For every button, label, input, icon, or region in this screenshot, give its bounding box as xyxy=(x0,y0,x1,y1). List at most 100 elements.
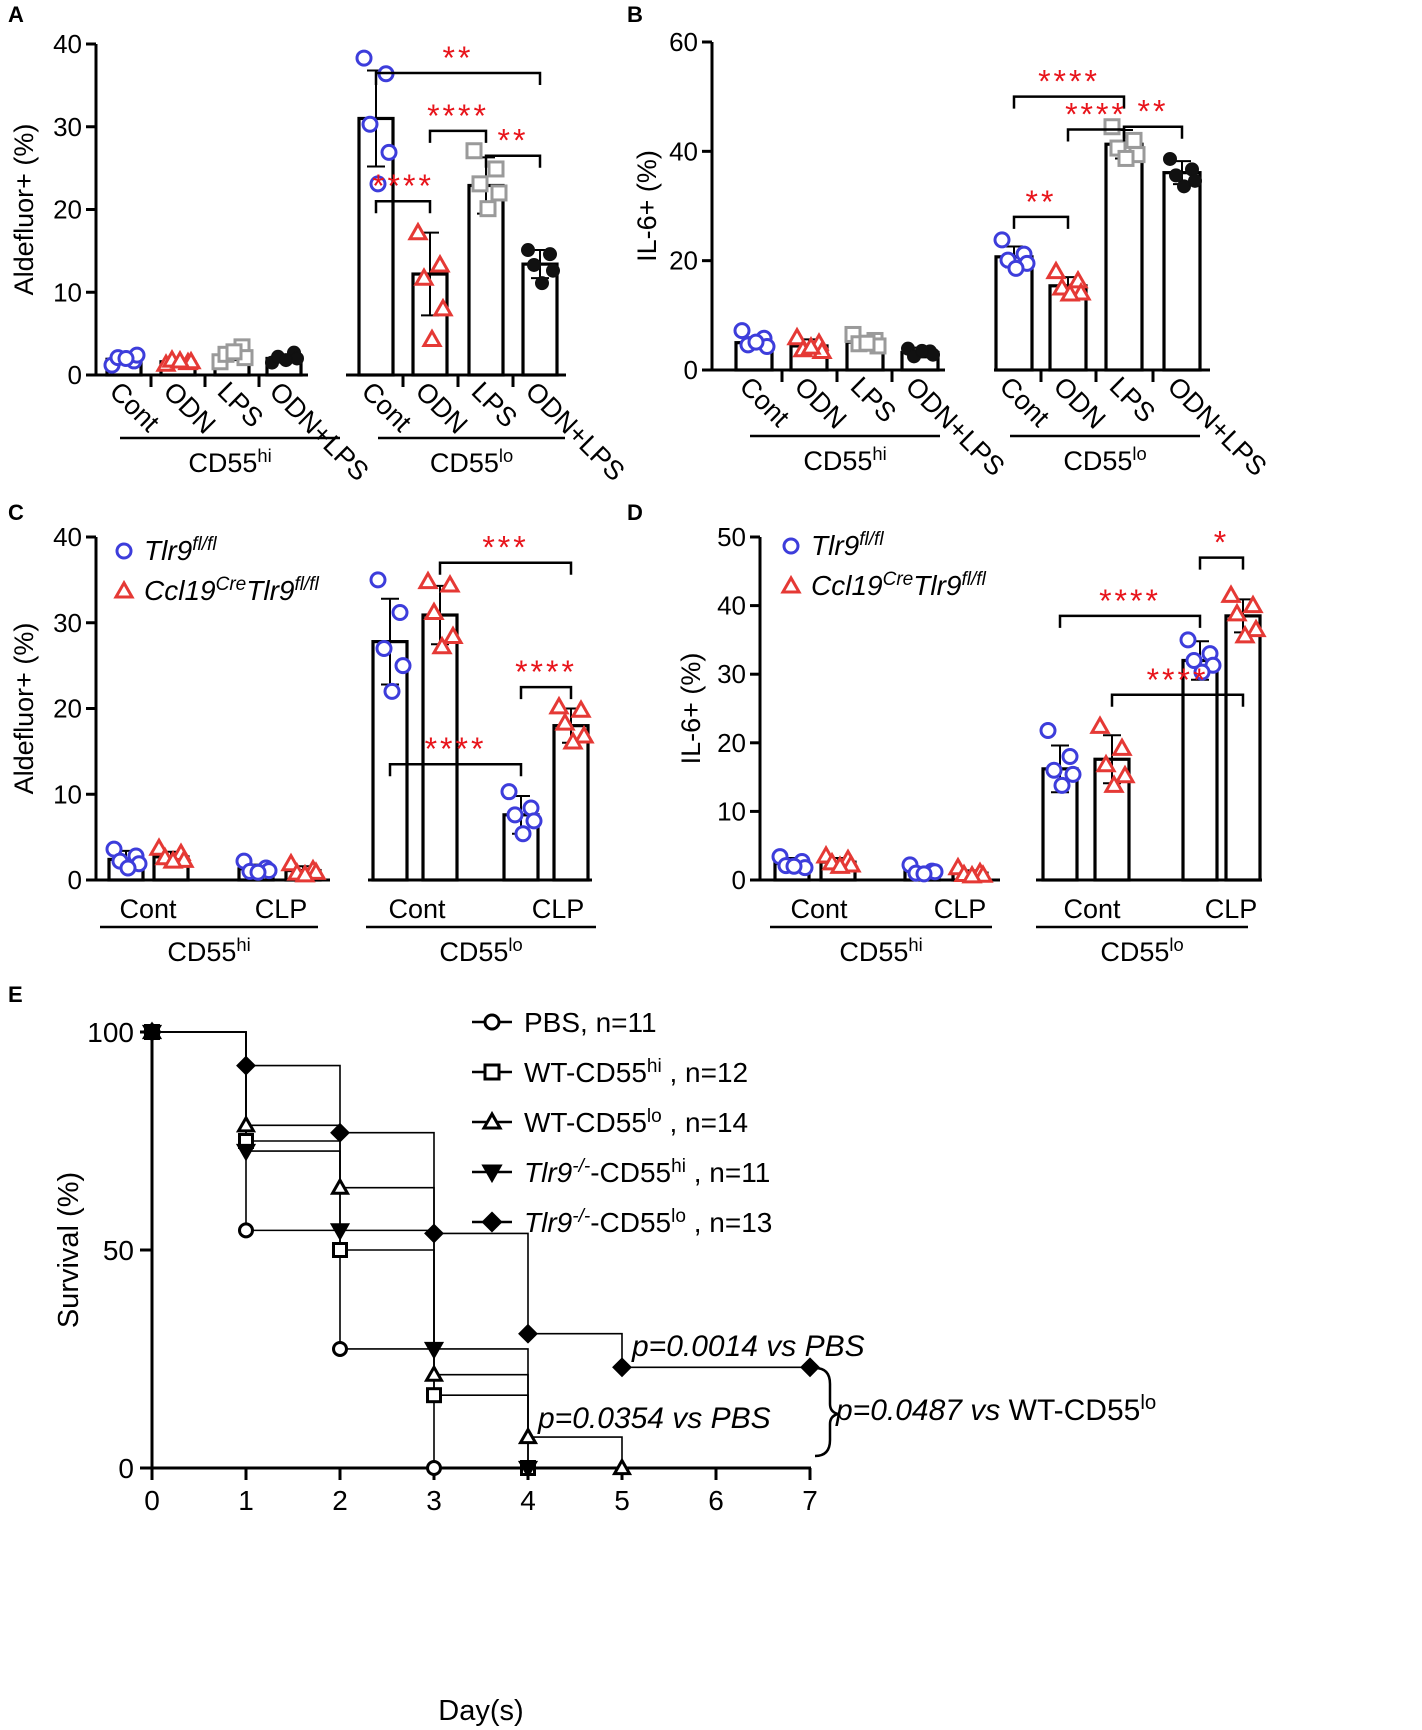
legend-marker xyxy=(113,579,135,599)
legend-label-part: -/- xyxy=(572,1156,590,1177)
p-value-annotation: p=0.0014 vs PBS xyxy=(631,1330,865,1363)
y-tick-label: 20 xyxy=(53,195,82,225)
survival-point xyxy=(236,1055,256,1076)
data-point xyxy=(1242,594,1264,614)
data-point xyxy=(554,712,576,731)
legend-label-part: , n=14 xyxy=(662,1107,748,1138)
legend-label-part: -CD55 xyxy=(590,1157,671,1188)
group-label: CD55lo xyxy=(1063,443,1146,477)
significance-label: * xyxy=(1214,525,1229,561)
x-tick-label: ODN xyxy=(158,376,222,440)
data-point xyxy=(573,724,595,744)
significance-label: **** xyxy=(515,654,577,690)
data-point xyxy=(562,730,584,750)
legend-marker xyxy=(481,1211,503,1233)
significance-label: ** xyxy=(1138,94,1169,130)
legend-label-part: Cre xyxy=(883,569,914,590)
x-tick-label: 1 xyxy=(238,1485,254,1516)
legend-label-part: WT-CD55 xyxy=(524,1107,647,1138)
legend-marker xyxy=(115,542,133,560)
x-tick-label: ODN+LPS xyxy=(900,371,1011,482)
data-point xyxy=(570,699,592,718)
y-tick-label: 0 xyxy=(118,1453,134,1484)
data-point xyxy=(119,859,137,877)
y-tick-label: 40 xyxy=(53,29,82,59)
y-tick-label: 10 xyxy=(53,779,82,809)
survival-point xyxy=(517,1426,539,1445)
significance-bracket xyxy=(1198,556,1245,570)
data-point xyxy=(1179,631,1197,649)
data-point xyxy=(225,343,243,361)
x-tick-label: Cont xyxy=(388,894,446,924)
y-tick-label: 40 xyxy=(669,136,698,166)
significance-label: **** xyxy=(1065,96,1127,132)
y-tick-label: 40 xyxy=(717,591,746,621)
legend-label-part: fl/fl xyxy=(859,529,884,550)
x-tick-label: Cont xyxy=(119,894,177,924)
data-point xyxy=(279,353,293,368)
data-point xyxy=(394,657,412,675)
legend-label: Tlr9fl/fl xyxy=(811,529,884,562)
x-tick-label: 0 xyxy=(144,1485,160,1516)
y-tick-label: 40 xyxy=(53,522,82,552)
significance-label: **** xyxy=(1099,583,1161,619)
data-point xyxy=(355,49,373,67)
survival-point xyxy=(329,1177,351,1195)
legend-label-part: Cre xyxy=(216,574,247,595)
group-label-part: CD55 xyxy=(1100,937,1169,967)
data-point xyxy=(1045,260,1067,280)
data-point xyxy=(294,863,316,883)
group-label: CD55lo xyxy=(430,445,513,479)
y-tick-label: 20 xyxy=(53,694,82,724)
data-point xyxy=(546,263,560,278)
x-tick-label: ODN+LPS xyxy=(520,376,631,487)
data-point xyxy=(733,322,751,340)
panel-letter: D xyxy=(627,500,643,525)
legend-label-part: Tlr9 xyxy=(913,570,961,601)
bar xyxy=(1162,171,1202,372)
data-point xyxy=(1114,764,1136,784)
group-label-part: CD55 xyxy=(839,937,908,967)
data-point xyxy=(249,863,267,881)
legend-label-part: hi xyxy=(647,1056,662,1077)
survival-point xyxy=(424,1223,444,1244)
group-label-part: CD55 xyxy=(803,446,872,476)
bar xyxy=(1224,614,1262,882)
data-point xyxy=(162,850,184,869)
legend-marker xyxy=(483,1013,501,1031)
legend-marker xyxy=(780,574,802,594)
data-point xyxy=(525,812,543,830)
y-tick-label: 20 xyxy=(669,246,698,276)
legend-label-part: , n=11 xyxy=(686,1157,770,1188)
data-point xyxy=(413,267,435,286)
y-axis-label: IL-6+ (%) xyxy=(632,150,662,262)
y-tick-label: 0 xyxy=(732,865,746,895)
group-label-part: hi xyxy=(908,934,922,955)
data-point xyxy=(500,783,518,801)
group-label: CD55hi xyxy=(188,445,271,479)
legend-label: Ccl19CreTlr9fl/fl xyxy=(811,569,987,602)
legend-label-part: WT-CD55 xyxy=(524,1057,647,1088)
survival-point xyxy=(423,1341,445,1360)
bar xyxy=(411,272,449,377)
data-point xyxy=(383,682,401,700)
legend-label-part: , n=13 xyxy=(686,1207,772,1238)
significance-label: **** xyxy=(1038,64,1100,100)
data-point xyxy=(1045,761,1063,779)
significance-label: ** xyxy=(443,40,474,76)
data-point xyxy=(800,335,822,355)
legend-marker xyxy=(483,1063,501,1081)
x-tick-label: Cont xyxy=(1063,894,1121,924)
legend-label: Tlr9fl/fl xyxy=(144,534,217,567)
legend-label: WT-CD55lo , n=14 xyxy=(524,1106,748,1139)
data-point xyxy=(1245,618,1267,638)
data-point xyxy=(1226,602,1248,622)
legend-label-part: Ccl19 xyxy=(811,570,883,601)
y-tick-label: 50 xyxy=(717,522,746,552)
data-point xyxy=(1059,282,1081,302)
group-label-part: CD55 xyxy=(167,937,236,967)
panel-letter: C xyxy=(8,500,24,525)
survival-point xyxy=(518,1323,538,1344)
group-label-part: CD55 xyxy=(1063,446,1132,476)
group-label-part: lo xyxy=(1169,934,1183,955)
